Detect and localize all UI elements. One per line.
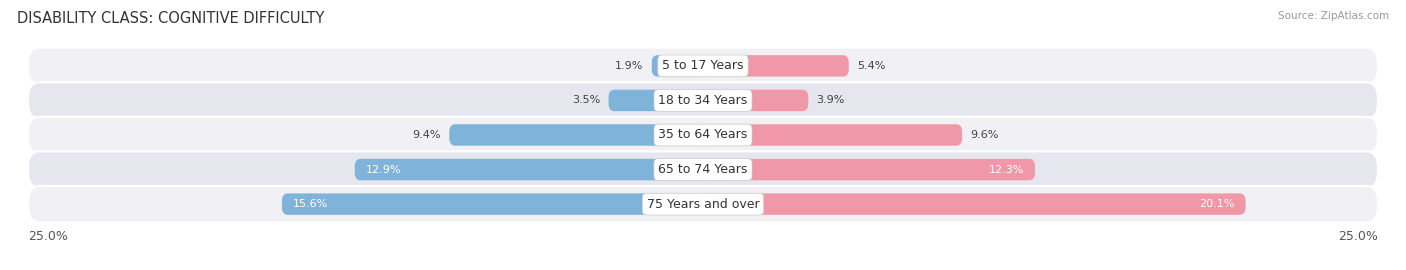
Text: 3.5%: 3.5% xyxy=(572,95,600,106)
Text: 20.1%: 20.1% xyxy=(1199,199,1234,209)
Text: 3.9%: 3.9% xyxy=(817,95,845,106)
FancyBboxPatch shape xyxy=(354,159,703,180)
Text: 65 to 74 Years: 65 to 74 Years xyxy=(658,163,748,176)
Text: Source: ZipAtlas.com: Source: ZipAtlas.com xyxy=(1278,11,1389,21)
FancyBboxPatch shape xyxy=(450,124,703,146)
Text: 5.4%: 5.4% xyxy=(856,61,886,71)
Text: 18 to 34 Years: 18 to 34 Years xyxy=(658,94,748,107)
Text: 12.3%: 12.3% xyxy=(988,164,1024,175)
FancyBboxPatch shape xyxy=(281,193,703,215)
Text: 35 to 64 Years: 35 to 64 Years xyxy=(658,129,748,141)
Text: 9.4%: 9.4% xyxy=(412,130,441,140)
FancyBboxPatch shape xyxy=(703,159,1035,180)
FancyBboxPatch shape xyxy=(652,55,703,77)
Text: 1.9%: 1.9% xyxy=(616,61,644,71)
Text: 9.6%: 9.6% xyxy=(970,130,998,140)
FancyBboxPatch shape xyxy=(703,55,849,77)
FancyBboxPatch shape xyxy=(703,193,1246,215)
Text: 12.9%: 12.9% xyxy=(366,164,401,175)
FancyBboxPatch shape xyxy=(703,124,962,146)
FancyBboxPatch shape xyxy=(28,48,1378,84)
Text: 15.6%: 15.6% xyxy=(292,199,328,209)
Text: 25.0%: 25.0% xyxy=(1339,230,1378,243)
FancyBboxPatch shape xyxy=(28,117,1378,153)
FancyBboxPatch shape xyxy=(28,151,1378,188)
FancyBboxPatch shape xyxy=(28,186,1378,222)
FancyBboxPatch shape xyxy=(609,90,703,111)
Text: DISABILITY CLASS: COGNITIVE DIFFICULTY: DISABILITY CLASS: COGNITIVE DIFFICULTY xyxy=(17,11,325,26)
Text: 5 to 17 Years: 5 to 17 Years xyxy=(662,59,744,72)
FancyBboxPatch shape xyxy=(28,82,1378,119)
Text: 75 Years and over: 75 Years and over xyxy=(647,198,759,211)
Text: 25.0%: 25.0% xyxy=(28,230,67,243)
FancyBboxPatch shape xyxy=(703,90,808,111)
